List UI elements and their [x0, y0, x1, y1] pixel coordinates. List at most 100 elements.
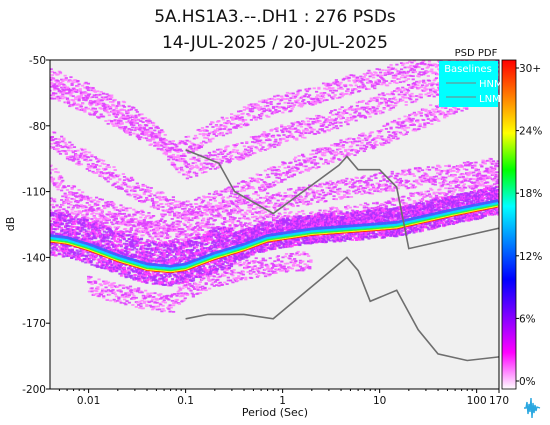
density-cell — [63, 141, 67, 144]
density-cell — [235, 196, 240, 199]
density-cell — [345, 121, 349, 124]
density-cell — [369, 81, 373, 84]
density-cell — [317, 166, 321, 168]
density-cell — [296, 90, 300, 93]
density-cell — [70, 82, 74, 85]
density-cell — [114, 123, 118, 126]
density-cell — [136, 134, 141, 137]
density-cell — [451, 175, 455, 178]
density-cell — [110, 221, 114, 224]
density-cell — [434, 108, 439, 111]
density-cell — [182, 158, 186, 161]
density-cell — [227, 121, 231, 124]
density-cell — [317, 199, 321, 202]
density-cell — [361, 86, 365, 89]
density-cell — [131, 188, 135, 191]
density-cell — [436, 55, 439, 57]
density-cell — [125, 121, 129, 124]
density-cell — [342, 194, 347, 197]
density-cell — [355, 192, 359, 195]
density-cell — [161, 138, 165, 141]
density-cell — [277, 177, 281, 180]
density-cell — [98, 212, 102, 215]
density-cell — [273, 98, 277, 101]
density-cell — [149, 187, 153, 189]
density-cell — [119, 186, 123, 189]
density-cell — [91, 87, 95, 89]
density-cell — [381, 69, 385, 72]
density-cell — [106, 200, 110, 203]
density-cell — [369, 188, 373, 191]
density-cell — [183, 217, 187, 219]
density-cell — [380, 172, 384, 175]
density-cell — [401, 71, 405, 74]
density-cell — [335, 181, 340, 184]
density-cell — [107, 210, 111, 213]
density-cell — [264, 183, 269, 186]
density-cell — [335, 127, 340, 130]
density-cell — [412, 124, 416, 126]
density-cell — [226, 196, 230, 199]
density-cell — [115, 209, 120, 211]
density-cell — [156, 191, 160, 194]
density-cell — [224, 190, 228, 193]
density-cell — [274, 202, 278, 205]
density-cell — [489, 158, 493, 160]
density-cell — [409, 183, 413, 185]
density-cell — [372, 187, 376, 190]
density-cell — [314, 191, 319, 194]
density-cell — [209, 210, 213, 213]
density-cell — [324, 193, 328, 196]
density-cell — [402, 134, 406, 136]
density-cell — [342, 109, 347, 112]
density-cell — [317, 114, 321, 117]
density-cell — [183, 216, 187, 218]
density-cell — [266, 102, 270, 104]
density-cell — [372, 147, 376, 150]
density-cell — [171, 239, 175, 242]
density-cell — [391, 67, 396, 70]
density-cell — [239, 156, 243, 159]
density-cell — [213, 167, 217, 170]
density-cell — [243, 181, 248, 183]
density-cell — [77, 163, 81, 166]
density-cell — [218, 125, 222, 128]
density-cell — [218, 133, 222, 136]
density-cell — [380, 77, 384, 79]
density-cell — [382, 179, 386, 182]
density-cell — [374, 111, 378, 114]
density-cell — [259, 150, 263, 152]
density-cell — [419, 86, 423, 89]
density-cell — [183, 142, 187, 144]
density-cell — [398, 131, 403, 134]
density-cell — [325, 148, 329, 151]
density-cell — [273, 183, 277, 186]
density-cell — [147, 130, 151, 133]
density-cell — [240, 198, 244, 201]
density-cell — [181, 228, 185, 231]
density-cell — [128, 119, 132, 122]
density-cell — [191, 162, 195, 165]
density-cell — [404, 126, 408, 129]
density-cell — [406, 89, 411, 92]
density-cell — [132, 115, 136, 118]
density-cell — [436, 83, 440, 86]
density-cell — [117, 226, 121, 228]
density-cell — [90, 102, 94, 105]
density-cell — [283, 162, 287, 165]
density-cell — [195, 206, 199, 209]
density-cell — [369, 99, 373, 102]
density-cell — [214, 204, 219, 207]
density-cell — [380, 93, 384, 96]
density-cell — [380, 101, 384, 104]
density-cell — [64, 77, 68, 79]
density-cell — [271, 111, 276, 114]
density-cell — [399, 91, 404, 93]
density-cell — [177, 200, 181, 203]
density-cell — [179, 166, 184, 169]
density-cell — [422, 73, 426, 76]
density-cell — [409, 69, 413, 72]
density-cell — [225, 132, 229, 135]
density-cell — [191, 149, 195, 152]
density-cell — [493, 162, 497, 165]
